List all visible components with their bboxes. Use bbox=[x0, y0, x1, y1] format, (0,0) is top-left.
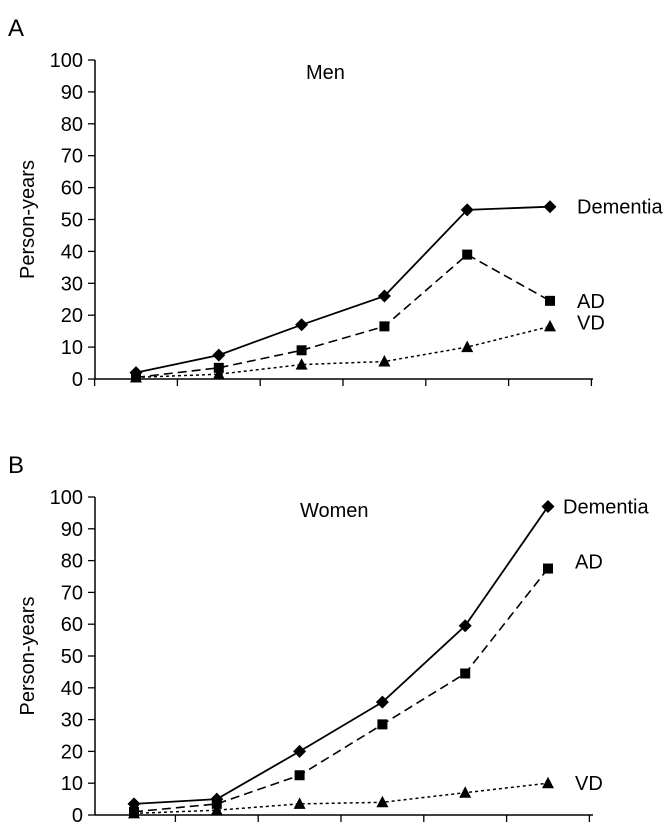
y-tick-label: 40 bbox=[61, 241, 83, 263]
data-point-ad bbox=[296, 345, 307, 356]
y-tick-label: 20 bbox=[61, 741, 83, 763]
series-line-vd bbox=[133, 782, 549, 815]
series-line-dementia bbox=[135, 205, 551, 374]
y-tick-label: 10 bbox=[61, 773, 83, 795]
data-point-vd bbox=[130, 370, 142, 383]
series-line-ad bbox=[133, 568, 549, 813]
y-tick-label: 90 bbox=[61, 519, 83, 541]
data-point-vd bbox=[544, 319, 556, 332]
data-point-dementia bbox=[375, 695, 389, 709]
series-line-ad bbox=[135, 253, 551, 379]
data-point-dementia bbox=[212, 348, 226, 362]
panel-letter-b: B bbox=[8, 452, 24, 479]
y-tick-label: 10 bbox=[61, 337, 83, 359]
data-point-dementia bbox=[458, 619, 472, 633]
data-point-ad bbox=[379, 321, 390, 332]
panel-letter-a: A bbox=[8, 15, 24, 42]
data-point-ad bbox=[294, 770, 305, 781]
panel-title: Men bbox=[306, 62, 345, 84]
y-tick-label: 20 bbox=[61, 305, 83, 327]
y-tick-label: 70 bbox=[61, 582, 83, 604]
y-tick-label: 100 bbox=[50, 50, 83, 72]
data-point-vd bbox=[128, 806, 140, 819]
y-tick-label: 50 bbox=[61, 210, 83, 232]
data-point-vd bbox=[293, 797, 306, 809]
data-point-ad bbox=[460, 668, 471, 679]
data-point-ad bbox=[462, 249, 473, 260]
data-point-dementia bbox=[460, 203, 474, 217]
data-point-dementia bbox=[541, 500, 555, 514]
data-point-ad bbox=[543, 563, 553, 574]
y-tick-label: 0 bbox=[72, 805, 83, 825]
data-point-ad bbox=[377, 719, 388, 730]
series-label-vd: VD bbox=[575, 773, 603, 795]
panel-title: Women bbox=[300, 500, 369, 522]
y-tick-label: 0 bbox=[72, 369, 83, 391]
data-point-vd bbox=[461, 340, 474, 353]
y-tick-label: 30 bbox=[61, 273, 83, 295]
data-point-dementia bbox=[295, 318, 309, 332]
series-line-dementia bbox=[133, 505, 549, 805]
y-axis-label: Person-years bbox=[17, 160, 39, 279]
data-point-vd bbox=[378, 354, 391, 367]
data-point-vd bbox=[542, 776, 554, 789]
data-point-dementia bbox=[293, 744, 307, 758]
data-point-vd bbox=[376, 795, 389, 808]
y-tick-label: 60 bbox=[61, 178, 83, 200]
data-point-dementia bbox=[377, 289, 391, 303]
series-label-ad: AD bbox=[577, 291, 605, 313]
data-point-vd bbox=[212, 367, 225, 380]
series-label-dementia: Dementia bbox=[577, 197, 663, 219]
y-tick-label: 30 bbox=[61, 710, 83, 732]
y-tick-label: 80 bbox=[61, 114, 83, 136]
data-point-vd bbox=[459, 786, 472, 798]
y-tick-label: 100 bbox=[50, 487, 83, 509]
data-point-vd bbox=[295, 358, 308, 370]
data-point-vd bbox=[210, 803, 223, 816]
series-label-dementia: Dementia bbox=[563, 497, 649, 519]
series-label-vd: VD bbox=[577, 312, 605, 334]
y-tick-label: 60 bbox=[61, 614, 83, 636]
data-point-dementia bbox=[543, 200, 557, 214]
series-label-ad: AD bbox=[575, 552, 603, 574]
data-point-ad bbox=[545, 295, 555, 306]
y-tick-label: 50 bbox=[61, 646, 83, 668]
y-axis-label: Person-years bbox=[17, 597, 39, 716]
y-tick-label: 70 bbox=[61, 146, 83, 168]
y-tick-label: 80 bbox=[61, 551, 83, 573]
y-tick-label: 90 bbox=[61, 82, 83, 104]
y-tick-label: 40 bbox=[61, 678, 83, 700]
